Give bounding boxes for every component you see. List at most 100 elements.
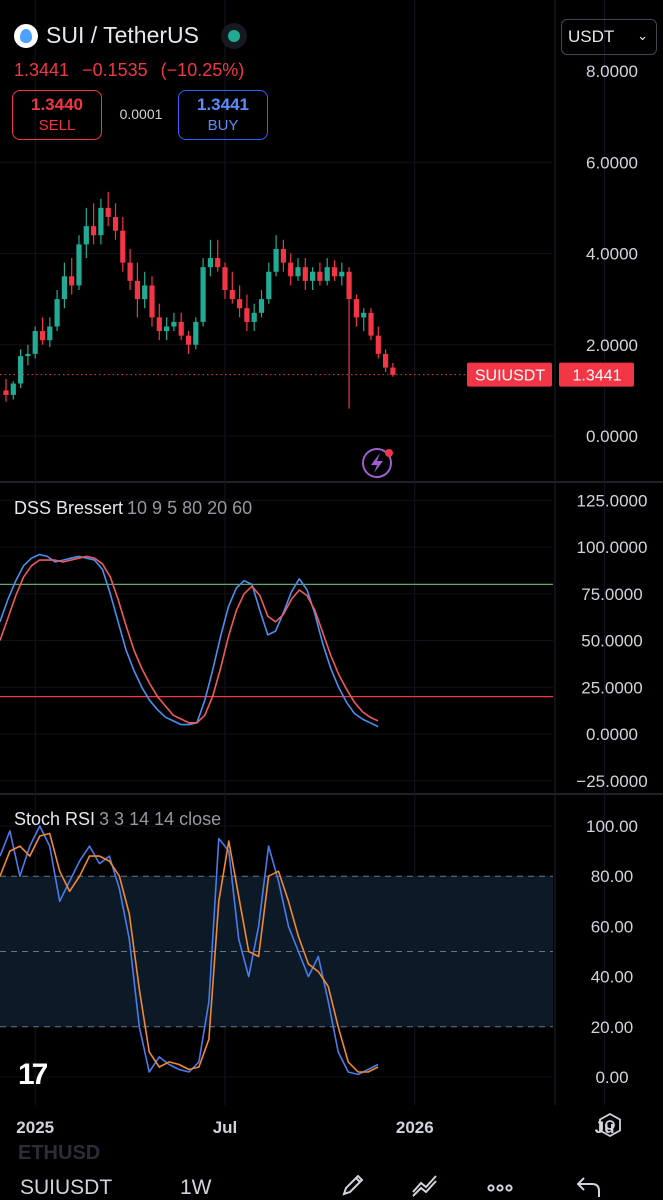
- candle-body: [258, 299, 265, 313]
- symbol-button[interactable]: SUIUSDT: [20, 1176, 113, 1199]
- sui-logo-icon: [14, 23, 38, 48]
- price-change-pct: (−10.25%): [160, 60, 245, 80]
- candle-body: [105, 207, 111, 217]
- symbol-name: SUI / TetherUS: [46, 22, 199, 48]
- candle-body: [149, 285, 155, 318]
- candle-body: [368, 312, 374, 336]
- candle-body: [339, 271, 345, 277]
- candle-body: [273, 248, 279, 272]
- dss-params: 10 9 5 80 20 60: [127, 498, 253, 518]
- interval-button[interactable]: 1W: [180, 1176, 212, 1199]
- candle-body: [222, 267, 228, 290]
- symbol-header[interactable]: SUI / TetherUS: [14, 22, 247, 49]
- candle-body: [295, 267, 301, 277]
- undo-icon[interactable]: [574, 1170, 604, 1200]
- stoch-title[interactable]: Stoch RSI 3 3 14 14 close: [14, 809, 221, 830]
- last-price-value-tag: [559, 362, 634, 387]
- candle-body: [383, 353, 389, 368]
- more-icon[interactable]: [485, 1170, 515, 1200]
- buy-price: 1.3441: [197, 95, 249, 114]
- price-quote: 1.3441 −0.1535 (−10.25%): [14, 60, 252, 81]
- candle-body: [302, 267, 308, 281]
- candle-body: [98, 207, 104, 236]
- gear-icon[interactable]: [598, 1113, 622, 1137]
- candle-body: [10, 383, 16, 395]
- x-tick-label: 2025: [16, 1118, 54, 1137]
- market-open-icon[interactable]: [220, 22, 247, 49]
- y-tick-label: 0.0000: [586, 725, 638, 744]
- candle-body: [47, 326, 53, 341]
- buy-label: BUY: [207, 117, 239, 134]
- pencil-icon[interactable]: [338, 1170, 368, 1200]
- sell-button[interactable]: 1.3440 SELL: [12, 90, 102, 140]
- candle-body: [207, 258, 213, 268]
- candle-body: [3, 390, 9, 395]
- candle-body: [229, 290, 235, 300]
- y-tick-label: −25.0000: [576, 772, 647, 791]
- candle-body: [178, 321, 184, 336]
- x-tick-label: Jul: [213, 1118, 238, 1137]
- candle-body: [390, 367, 396, 375]
- candle-body: [120, 230, 126, 263]
- sell-label: SELL: [38, 117, 76, 134]
- candle-body: [39, 331, 46, 341]
- y-tick-label: 100.0000: [577, 538, 648, 557]
- y-tick-label: 6.0000: [586, 153, 638, 172]
- y-tick-label: 100.00: [586, 817, 638, 836]
- buy-button[interactable]: 1.3441 BUY: [178, 90, 268, 140]
- candle-body: [61, 276, 67, 300]
- candle-body: [361, 312, 367, 318]
- candle-body: [156, 317, 162, 332]
- candle-body: [112, 217, 119, 231]
- stoch-name: Stoch RSI: [14, 809, 96, 829]
- candle-body: [185, 335, 192, 345]
- candle-body: [54, 299, 60, 327]
- y-tick-label: 80.00: [591, 867, 634, 886]
- candle-body: [331, 267, 338, 277]
- dss-k-line: [0, 553, 379, 728]
- candle-body: [244, 308, 250, 322]
- candle-body: [171, 321, 177, 327]
- currency-select[interactable]: USDT ⌄: [561, 19, 657, 55]
- y-tick-label: 50.0000: [581, 632, 642, 651]
- y-tick-label: 0.0000: [586, 427, 638, 446]
- candle-body: [91, 226, 97, 236]
- candle-body: [83, 226, 89, 245]
- candle-body: [353, 299, 359, 318]
- candle-body: [18, 356, 24, 384]
- y-tick-label: 20.00: [591, 1018, 634, 1037]
- lightning-alert-icon: [362, 448, 393, 478]
- previous-symbol-ghost: ETHUSD: [18, 1142, 101, 1164]
- candle-body: [127, 262, 133, 281]
- dss-title[interactable]: DSS Bressert 10 9 5 80 20 60: [14, 498, 252, 519]
- candle-body: [164, 326, 170, 332]
- last-price-symbol-tag: [467, 362, 552, 387]
- indicators-icon[interactable]: [410, 1170, 440, 1200]
- candle-body: [32, 331, 38, 354]
- last-price-value: 1.3441: [573, 368, 622, 385]
- candle-body: [310, 271, 316, 281]
- stoch-params: 3 3 14 14 close: [99, 809, 222, 829]
- candle-body: [317, 271, 323, 281]
- candle-body: [215, 258, 221, 268]
- dss-d-line: [0, 555, 379, 724]
- currency-value: USDT: [568, 27, 615, 46]
- y-tick-label: 60.00: [591, 917, 634, 936]
- last-price-symbol: SUIUSDT: [475, 368, 545, 385]
- sell-price: 1.3440: [31, 95, 83, 114]
- tradingview-logo-icon: 17: [18, 1058, 48, 1091]
- dss-name: DSS Bressert: [14, 498, 124, 518]
- stoch-d-line: [0, 832, 379, 1073]
- y-tick-label: 40.00: [591, 968, 634, 987]
- candle-body: [193, 321, 199, 345]
- candle-body: [266, 271, 272, 300]
- candle-body: [134, 280, 140, 300]
- candle-body: [237, 299, 243, 309]
- y-tick-label: 2.0000: [586, 336, 638, 355]
- candle-body: [25, 353, 31, 357]
- y-tick-label: 8.0000: [586, 62, 638, 81]
- candle-body: [375, 335, 381, 354]
- price-change: −0.1535: [82, 60, 148, 80]
- y-tick-label: 125.0000: [577, 491, 648, 510]
